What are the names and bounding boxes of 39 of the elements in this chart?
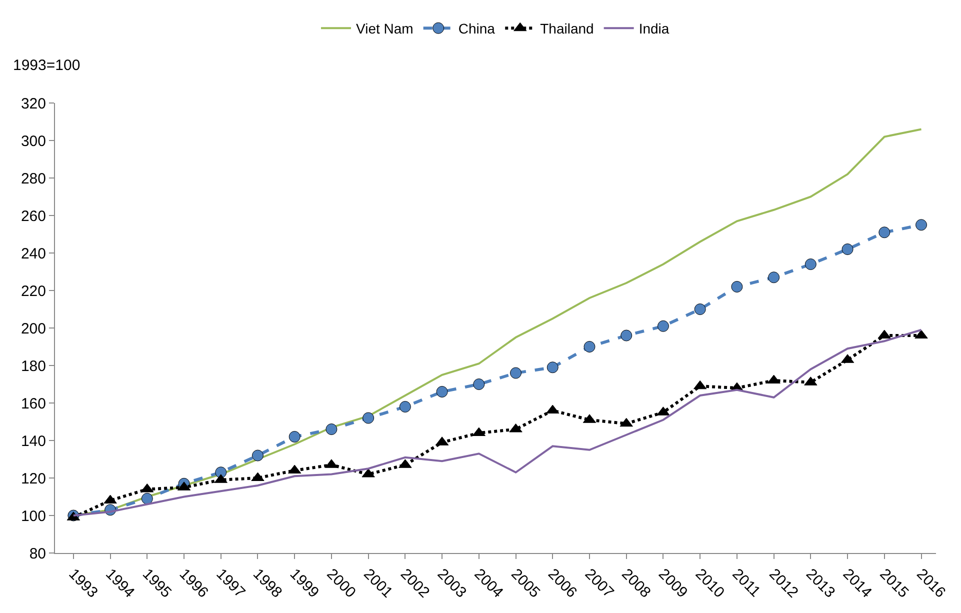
y-tick-label: 80 <box>29 545 46 562</box>
point <box>252 450 264 462</box>
legend-label: China <box>458 20 496 37</box>
y-tick-label: 120 <box>20 470 46 488</box>
point <box>804 258 816 270</box>
point <box>657 320 669 332</box>
y-tick-label: 240 <box>20 245 46 262</box>
point <box>694 304 706 315</box>
point <box>731 281 743 292</box>
y-tick-label: 300 <box>20 132 46 150</box>
point <box>436 386 448 398</box>
point <box>620 418 633 427</box>
point <box>584 341 596 352</box>
y-tick-label: 220 <box>20 282 46 300</box>
point <box>878 226 890 238</box>
point <box>620 330 632 342</box>
point <box>326 424 338 435</box>
y-tick-label: 280 <box>20 170 46 188</box>
y-tick-label: 100 <box>20 508 46 525</box>
y-tick-label: 140 <box>20 432 46 450</box>
point <box>546 362 558 374</box>
y-tick-label: 260 <box>20 208 46 225</box>
point <box>399 401 411 412</box>
y-axis-title: 1993=100 <box>13 57 80 74</box>
y-tick-label: 320 <box>20 95 46 112</box>
point <box>288 431 300 442</box>
y-tick-label: 180 <box>20 358 46 375</box>
point <box>916 219 928 231</box>
point <box>473 378 485 390</box>
legend-label: India <box>638 20 670 37</box>
point <box>510 367 522 379</box>
y-tick-label: 200 <box>20 320 46 338</box>
point <box>141 492 153 504</box>
point <box>362 412 374 424</box>
point <box>842 244 854 255</box>
y-tick-label: 160 <box>20 395 46 412</box>
legend-label: Thailand <box>540 20 594 37</box>
legend-label: Viet Nam <box>356 20 414 37</box>
point <box>768 272 780 284</box>
